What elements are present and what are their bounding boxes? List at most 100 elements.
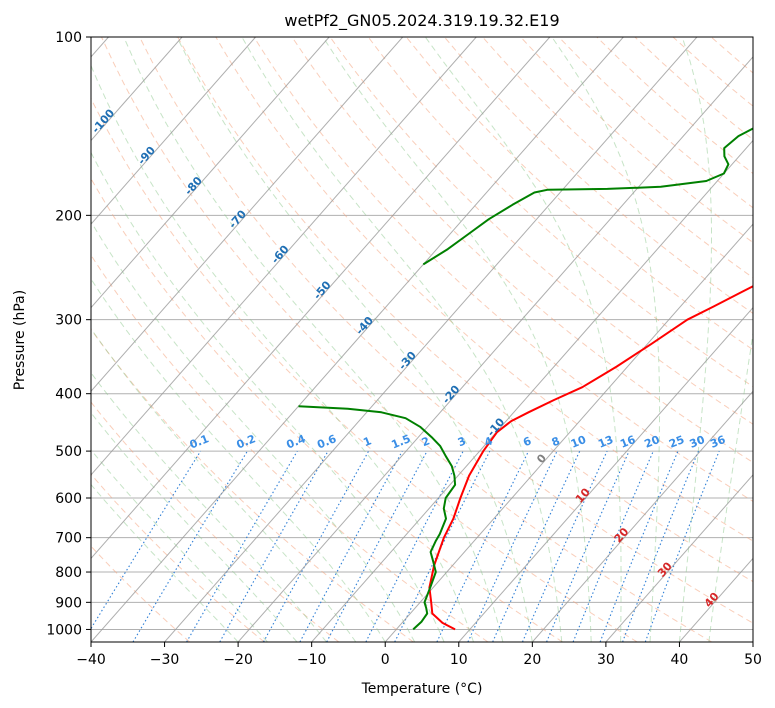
x-tick-label: −30 [150,652,180,668]
pressure-grid [91,37,753,630]
profile-line-2 [298,405,457,631]
dry-adiabat [139,37,753,624]
dry-adiabat [91,545,191,642]
dry-adiabat [91,473,265,642]
mixing-ratio-line [299,450,403,642]
x-tick-label: −10 [297,652,327,668]
mixing-ratio-line [521,450,608,642]
y-tick-label: 900 [55,595,82,611]
isotherm-line [605,474,753,642]
mixing-ratio-line [365,450,464,642]
x-tick-label: 40 [671,652,689,668]
mixing-ratio-line [546,450,630,642]
isotherm-line [311,139,753,642]
x-tick-label: −20 [223,652,253,668]
moist-adiabat [91,327,357,642]
isotherm-line [91,37,183,142]
mixing-ratio-label: 16 [618,433,637,451]
dry-adiabat [91,177,563,642]
moist-adiabat [123,37,504,642]
mixing-ratio-label: 2 [420,434,432,449]
isotherm-line [91,37,551,560]
x-tick-label: 50 [744,652,762,668]
y-tick-label: 400 [55,387,82,403]
dry-adiabat [367,37,753,388]
isotherm-line [91,37,477,476]
dry-adiabat [329,37,753,425]
dry-adiabat [253,37,753,502]
x-tick-label: −40 [76,652,106,668]
x-axis: −40 −30 −20 −10 0 10 20 30 40 50 [76,642,762,668]
x-tick-label: 0 [381,652,390,668]
dry-adiabat [91,254,489,642]
mixing-ratio-label: 13 [596,433,615,451]
mixing-ratio-line [326,450,428,642]
mixing-ratio-label: 8 [550,434,562,449]
y-axis-title: Pressure (hPa) [12,290,28,390]
moist-adiabat [708,330,753,642]
profile-line-3 [422,127,753,266]
y-tick-label: 100 [55,30,82,46]
mixing-ratio-label: 25 [667,433,686,451]
y-tick-label: 500 [55,444,82,460]
mixing-ratio-line [263,450,370,642]
mixing-ratio-lines [91,450,720,642]
y-tick-label: 600 [55,491,82,507]
dry-adiabat [405,37,753,351]
y-axis: 100 200 300 400 500 600 700 800 900 1000 [46,30,91,638]
moist-adiabat [91,64,474,642]
moist-adiabat [91,220,416,642]
moist-adiabat [91,371,327,642]
isotherm-line [91,37,256,225]
mixing-ratio-line [599,450,679,642]
mixing-ratio-label: 36 [708,433,727,451]
chart-title: wetPf2_GN05.2024.319.19.32.E19 [284,11,559,31]
dry-adiabat [177,37,753,583]
mixing-ratio-line [91,450,202,630]
plot-area: -100-90-80-70-60-50-40-30-20-10010203040… [91,37,753,642]
isotherm-line [91,37,404,392]
isotherm-line [531,390,753,642]
x-tick-label: 10 [450,652,468,668]
isotherm-line [237,56,753,642]
dry-adiabat [291,37,753,463]
isotherm-line [91,37,624,642]
isotherm-line [91,37,330,309]
isotherm-line [164,37,698,642]
mixing-ratio-line [219,450,329,642]
moist-adiabat [551,37,661,642]
mixing-ratio-label: 20 [642,433,661,451]
profile-line-1 [428,285,753,631]
dry-adiabat [91,401,340,642]
mixing-ratio-line [644,450,720,642]
moist-adiabat [176,37,533,642]
x-tick-label: 30 [597,652,615,668]
mixing-ratio-line [394,450,491,642]
dry-adiabat [91,97,638,642]
moist-adiabats [91,37,753,642]
profile-series [298,127,753,631]
moist-adiabat [322,37,592,642]
isotherm-line [384,223,753,642]
isotherms [91,37,753,642]
moist-adiabat [91,151,445,642]
moist-adiabat [241,37,563,642]
mixing-ratio-label: 3 [456,434,468,449]
mixing-ratio-label: 10 [569,433,588,451]
y-tick-label: 300 [55,313,82,329]
x-tick-label: 20 [523,652,541,668]
mixing-ratio-label: 30 [688,433,707,451]
moist-adiabat [424,37,622,642]
y-tick-label: 200 [55,208,82,224]
plot-frame [90,36,754,643]
isotherm-line [458,306,753,642]
moist-adiabat [91,449,268,642]
y-tick-label: 800 [55,565,82,581]
x-axis-title: Temperature (°C) [361,681,483,697]
moist-adiabat [91,483,239,642]
moist-adiabat [678,37,712,642]
y-tick-label: 1000 [46,622,82,638]
mixing-ratio-line [622,450,700,642]
